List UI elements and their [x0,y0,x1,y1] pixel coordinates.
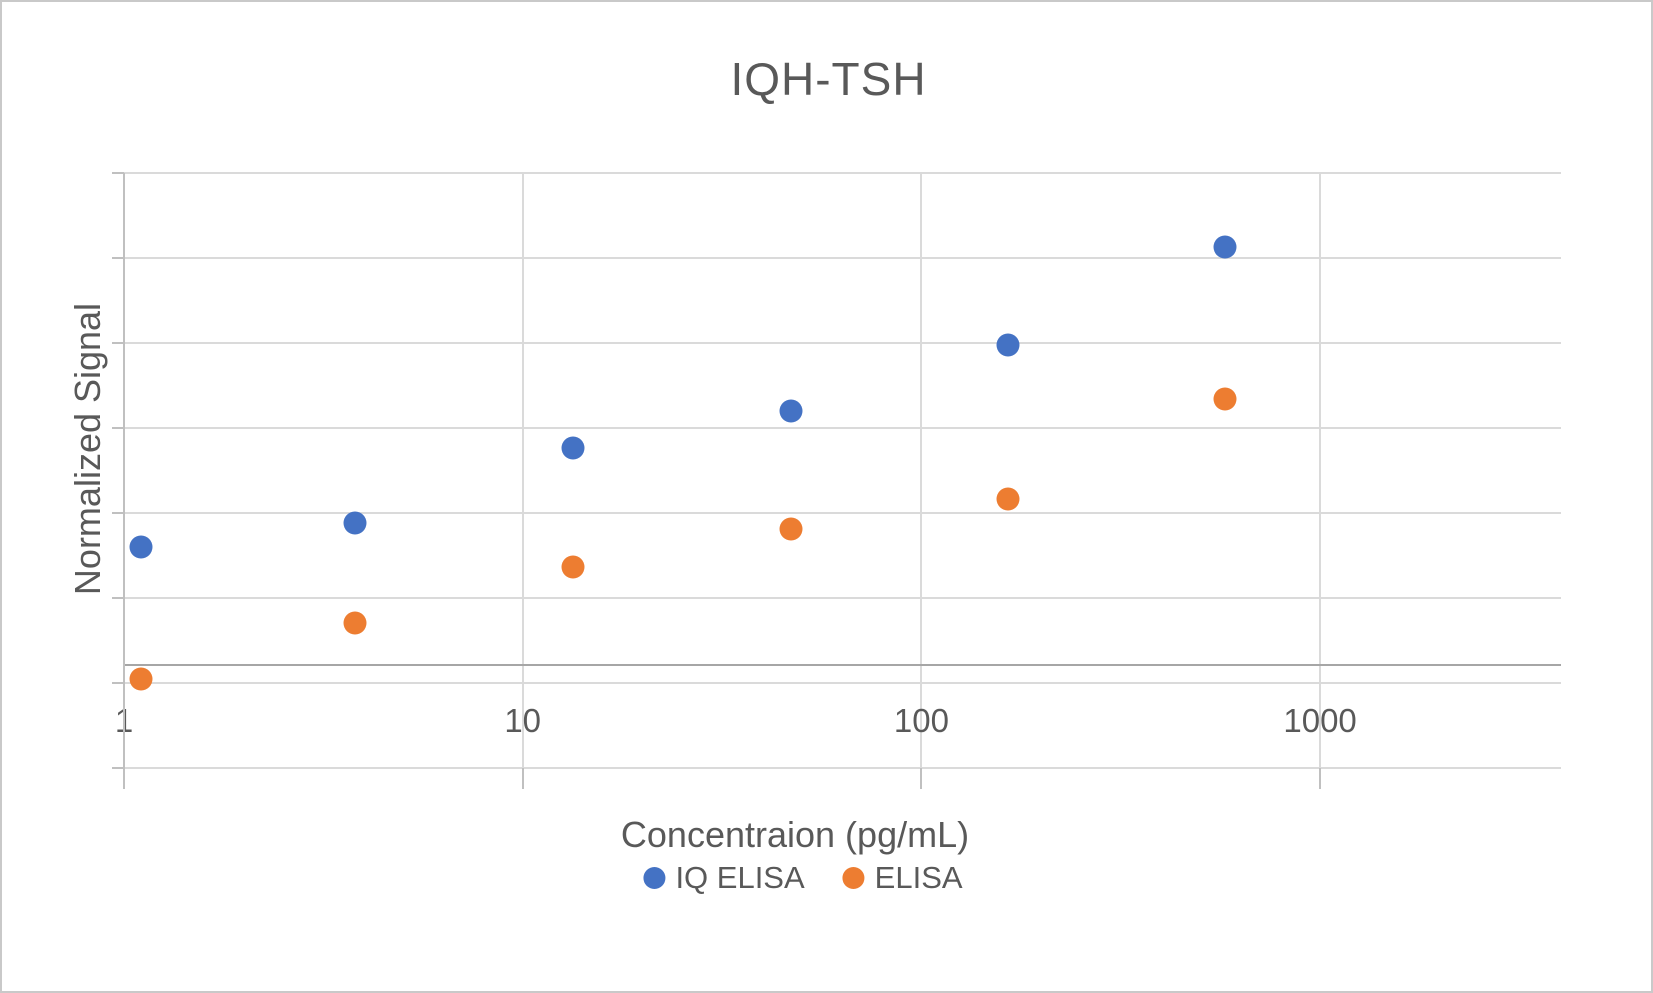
y-tick [112,597,124,599]
legend-item-iq-elisa: IQ ELISA [643,860,805,896]
legend-marker-icon [842,867,865,889]
legend-marker-icon [643,867,666,889]
data-point-iq-elisa [129,535,152,559]
gridline-v [521,173,524,768]
data-point-iq-elisa [1213,235,1237,259]
gridline-h [124,172,1561,174]
x-tick-label: 10 [504,702,542,739]
y-axis-line [123,173,125,768]
y-tick [112,512,124,514]
legend: IQ ELISA ELISA [643,860,963,896]
data-point-iq-elisa [779,399,803,423]
data-point-elisa [1213,387,1237,411]
y-tick [112,257,124,259]
x-tick [123,768,125,789]
gridline-h [124,682,1561,684]
gridline-h [124,767,1561,769]
gridline-h [124,597,1561,599]
x-tick-label: 1000 [1283,702,1357,739]
data-point-elisa [996,487,1020,511]
x-tick [1319,768,1322,789]
data-point-iq-elisa [996,333,1020,357]
legend-label: ELISA [874,860,963,895]
gridline-v [920,173,923,768]
x-tick-label: 100 [893,702,949,739]
x-axis-title: Concentraion (pg/mL) [620,814,970,855]
legend-item-elisa: ELISA [842,860,963,896]
data-point-iq-elisa [343,511,367,535]
y-axis-title: Normalized Signal [67,302,108,596]
y-tick [112,172,124,174]
chart-title: IQH-TSH [730,53,927,105]
y-tick [112,767,124,769]
gridline-h [124,342,1561,344]
data-point-elisa [343,611,367,635]
x-tick [920,768,923,789]
legend-label: IQ ELISA [675,860,805,895]
x-axis-line [124,664,1561,666]
gridline-h [124,512,1561,514]
y-tick [112,682,124,684]
data-point-elisa [779,517,803,541]
gridline-h [124,257,1561,259]
data-point-elisa [561,555,585,579]
x-tick [521,768,524,789]
gridline-h [124,427,1561,429]
y-tick [112,342,124,344]
y-tick [112,427,124,429]
data-point-iq-elisa [561,436,585,460]
data-point-elisa [129,667,152,691]
gridline-v [1319,173,1322,768]
